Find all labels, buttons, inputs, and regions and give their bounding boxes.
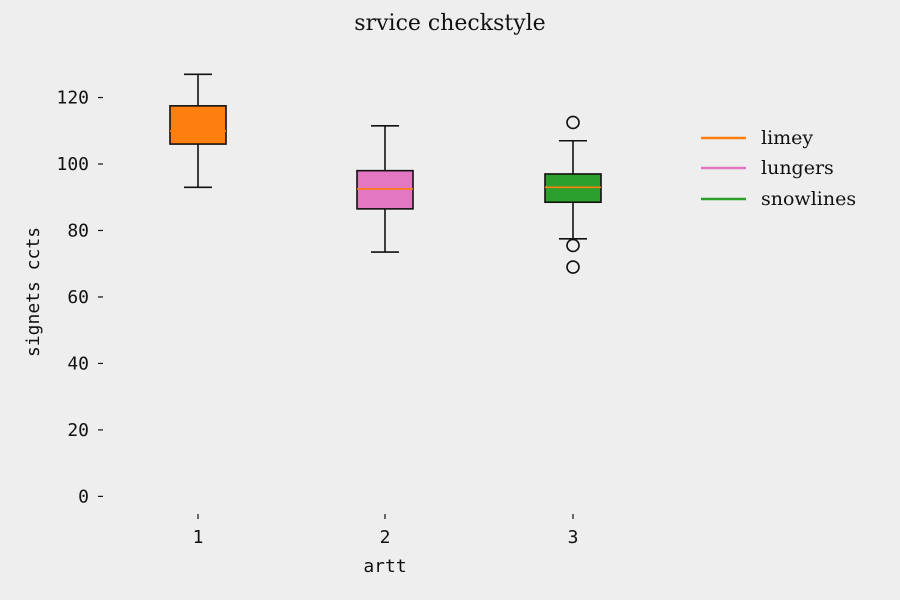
legend-label: limey xyxy=(761,127,813,149)
outlier-point xyxy=(566,115,580,130)
box-body xyxy=(544,173,602,204)
box-limey xyxy=(169,73,227,189)
box-snowlines xyxy=(544,115,602,274)
y-tick-label: 0 xyxy=(78,486,89,507)
x-tick-label: 1 xyxy=(193,527,204,548)
chart-title: srvice checkstyle xyxy=(354,11,545,36)
box-body xyxy=(169,105,227,145)
y-tick-label: 100 xyxy=(56,154,89,175)
box-body xyxy=(356,169,414,210)
y-tick-label: 40 xyxy=(67,353,89,374)
x-axis: 1 2 3 xyxy=(193,514,579,548)
outlier-point xyxy=(566,260,580,274)
x-tick-label: 2 xyxy=(380,527,391,548)
legend-label: snowlines xyxy=(761,188,856,210)
y-tick-label: 80 xyxy=(67,220,89,241)
y-tick-label: 120 xyxy=(56,88,89,109)
outlier-point xyxy=(566,238,580,253)
y-tick-label: 20 xyxy=(67,420,89,441)
y-tick-label: 60 xyxy=(67,287,89,308)
box-lungers xyxy=(356,124,414,253)
x-axis-label: artt xyxy=(363,556,406,577)
x-tick-label: 3 xyxy=(568,527,579,548)
legend-label: lungers xyxy=(761,157,834,179)
box-series-group xyxy=(169,73,602,274)
legend: limey lungers snowlines xyxy=(701,127,856,210)
y-axis: 0 20 40 60 80 100 120 xyxy=(56,88,103,507)
y-axis-label: signets ccts xyxy=(23,227,44,357)
